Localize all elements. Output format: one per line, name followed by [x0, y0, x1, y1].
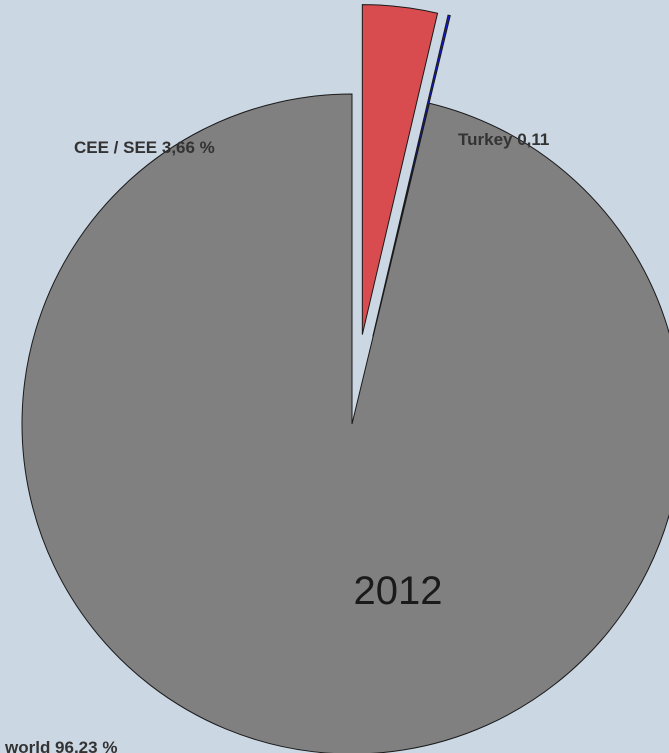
pie-slice-cee-see	[361, 4, 439, 335]
slice-label-cee-see: CEE / SEE 3,66 %	[74, 138, 215, 157]
chart-title: 2012	[354, 569, 443, 613]
pie-slice-world	[21, 93, 669, 753]
slice-label-world: world 96,23 %	[4, 738, 117, 753]
pie-slices	[21, 4, 669, 753]
pie-labels: CEE / SEE 3,66 % Turkey 0,11 world 96,23…	[4, 130, 549, 753]
pie-slice-turkey	[372, 14, 451, 337]
slice-label-turkey: Turkey 0,11	[458, 130, 549, 149]
